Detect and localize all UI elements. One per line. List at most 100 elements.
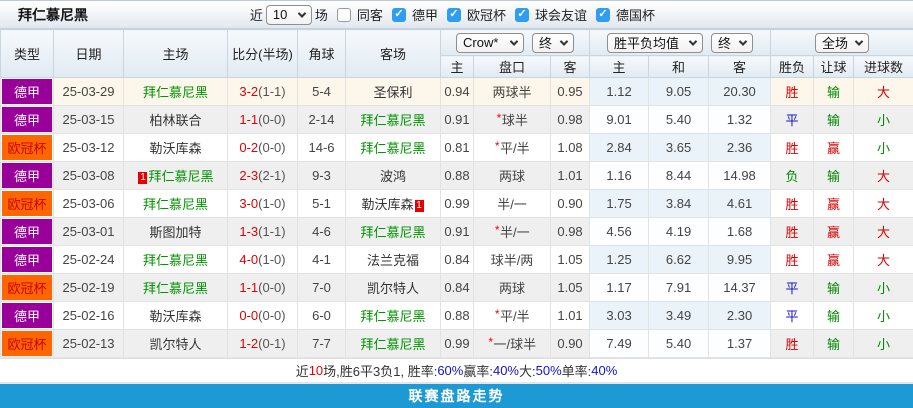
- avg-draw-odds: 7.91: [648, 273, 710, 302]
- match-date: 25-02-19: [53, 273, 124, 302]
- handicap-result: 输: [813, 273, 855, 302]
- handicap-result: 赢: [813, 133, 855, 162]
- handicap-away-odds: 1.05: [549, 273, 591, 302]
- match-type-cell: 德甲: [0, 105, 54, 134]
- bookmaker-select[interactable]: Crow*: [456, 32, 525, 53]
- avg-home-odds: 1.16: [589, 161, 650, 190]
- match-type-cell: 欧冠杯: [0, 329, 54, 358]
- avg-away-odds: 1.32: [708, 105, 772, 134]
- match-result: 胜: [770, 329, 815, 358]
- col-header-handicap-result: 让球: [813, 55, 855, 78]
- col-header-corner: 角球: [297, 29, 346, 78]
- col-header-odds-home: 主: [440, 55, 474, 78]
- handicap-away-odds: 1.05: [549, 245, 591, 274]
- away-team-cell: 拜仁慕尼黑: [345, 301, 441, 330]
- summary-segment: 单率:: [561, 364, 592, 379]
- handicap-home-odds: 0.91: [440, 217, 474, 246]
- goals-result: 小: [853, 133, 913, 162]
- avg-away-odds: 2.30: [708, 301, 772, 330]
- goals-result: 小: [853, 273, 913, 302]
- league-trend-button[interactable]: 联赛盘路走势: [0, 384, 913, 408]
- team-name: 凯尔特人: [149, 337, 202, 352]
- avg-away-odds: 14.37: [708, 273, 772, 302]
- away-team-cell: 拜仁慕尼黑: [345, 105, 441, 134]
- score-cell: 0-2(0-0): [227, 133, 298, 162]
- half-score: (1-1): [258, 84, 286, 99]
- scope-selector-cell: 全场: [770, 29, 913, 56]
- match-date: 25-03-08: [53, 161, 124, 190]
- asterisk-icon: *: [494, 307, 500, 321]
- full-score: 4-0: [239, 252, 259, 267]
- scope-select[interactable]: 全场: [815, 32, 870, 53]
- divider: [0, 382, 913, 384]
- handicap-away-odds: 0.98: [549, 217, 591, 246]
- avg-home-odds: 1.75: [589, 189, 650, 218]
- score-cell: 3-0(1-0): [227, 189, 298, 218]
- match-result: 胜: [770, 77, 815, 106]
- handicap-away-odds: 0.90: [549, 329, 591, 358]
- handicap-result: 赢: [813, 245, 855, 274]
- full-score: 3-2: [239, 84, 259, 99]
- red-card-badge: 1: [414, 200, 424, 212]
- avg-away-odds: 2.36: [708, 133, 772, 162]
- league-checkbox-ucl[interactable]: [446, 7, 461, 22]
- handicap-home-odds: 0.99: [440, 189, 474, 218]
- avg-state-select[interactable]: 终: [711, 32, 754, 53]
- score-cell: 1-2(0-1): [227, 329, 298, 358]
- near-label: 近: [249, 8, 263, 23]
- corner-cell: 5-1: [297, 189, 346, 218]
- match-type-cell: 欧冠杯: [0, 273, 54, 302]
- avg-draw-odds: 9.05: [648, 77, 710, 106]
- avg-home-odds: 7.49: [589, 329, 650, 358]
- match-result: 负: [770, 161, 815, 190]
- chevron-down-icon: [854, 36, 864, 46]
- league-badge: 欧冠杯: [2, 191, 52, 216]
- goals-result: 大: [853, 217, 913, 246]
- team-name: 勒沃库森: [149, 309, 202, 324]
- avg-home-odds: 9.01: [589, 105, 650, 134]
- league-badge: 德甲: [2, 303, 52, 328]
- league-checkbox-friendly[interactable]: [514, 7, 529, 22]
- team-name: 法兰克福: [366, 253, 419, 268]
- handicap-away-odds: 0.98: [549, 105, 591, 134]
- full-score: 0-2: [239, 140, 259, 155]
- half-score: (0-0): [258, 280, 286, 295]
- handicap-away-odds: 0.90: [549, 189, 591, 218]
- league-checkbox-bundesliga[interactable]: [391, 7, 406, 22]
- full-score: 0-0: [239, 308, 259, 323]
- avg-draw-odds: 4.19: [648, 217, 710, 246]
- match-row: 欧冠杯 25-03-06 拜仁慕尼黑 3-0(1-0) 5-1 勒沃库森 1 0.…: [0, 189, 913, 218]
- avg-away-odds: 14.98: [708, 161, 772, 190]
- match-table-body: 德甲 25-03-29 拜仁慕尼黑 3-2(1-1) 5-4 圣保利 0.94 …: [0, 77, 913, 358]
- goals-result: 大: [853, 77, 913, 106]
- same-venue-checkbox[interactable]: [336, 7, 351, 22]
- match-type-cell: 欧冠杯: [0, 189, 54, 218]
- avg-draw-odds: 3.65: [648, 133, 710, 162]
- handicap-line: 球半/两: [473, 245, 551, 274]
- team-name: 拜仁慕尼黑: [142, 197, 208, 212]
- team-name: 勒沃库森: [361, 197, 414, 212]
- chevron-down-icon: [738, 36, 748, 46]
- match-count-select[interactable]: 10: [265, 4, 312, 25]
- team-name: 斯图加特: [149, 225, 202, 240]
- corner-cell: 2-14: [297, 105, 346, 134]
- summary-segment: 大:: [519, 364, 536, 379]
- half-score: (0-0): [258, 140, 286, 155]
- team-name: 波鸿: [379, 169, 406, 184]
- bookmaker-state-select[interactable]: 终: [532, 32, 575, 53]
- handicap-home-odds: 0.88: [440, 161, 474, 190]
- handicap-result: 输: [813, 161, 855, 190]
- avg-type-select[interactable]: 胜平负均值: [607, 32, 704, 53]
- chevron-down-icon: [509, 36, 519, 46]
- match-type-cell: 德甲: [0, 77, 54, 106]
- handicap-result: 赢: [813, 217, 855, 246]
- avg-selector-cell: 胜平负均值 终: [589, 29, 772, 56]
- goals-result: 大: [853, 161, 913, 190]
- home-team-cell: 柏林联合: [123, 105, 228, 134]
- handicap-result: 输: [813, 301, 855, 330]
- league-checkbox-pokal[interactable]: [595, 7, 610, 22]
- handicap-line: 半/一: [473, 189, 551, 218]
- handicap-line: 两球: [473, 273, 551, 302]
- score-cell: 1-1(0-0): [227, 273, 298, 302]
- team-name: 柏林联合: [149, 113, 202, 128]
